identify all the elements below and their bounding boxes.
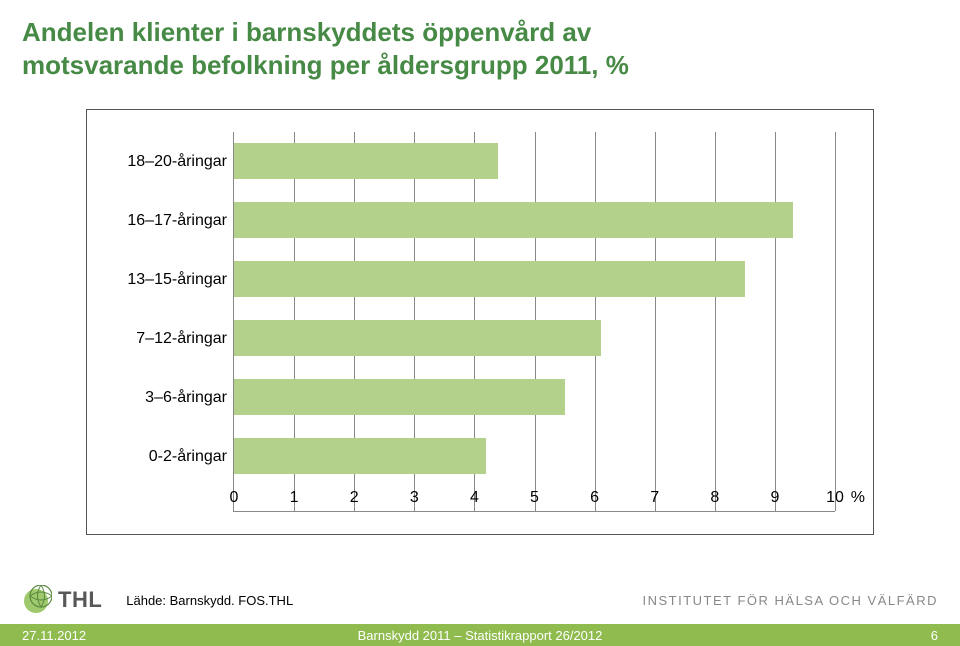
y-label: 18–20-åringar: [105, 144, 227, 180]
plot-area: 012345678910 %: [233, 132, 835, 512]
bar: [234, 320, 601, 356]
footer: THL Lähde: Barnskydd. FOS.THL INSTITUTET…: [0, 576, 960, 646]
x-tick: 7: [650, 485, 659, 511]
x-tick: 3: [410, 485, 419, 511]
y-label: 13–15-åringar: [105, 262, 227, 298]
bar: [234, 438, 486, 474]
x-tick: 9: [770, 485, 779, 511]
x-tick: 1: [290, 485, 299, 511]
source-label: Lähde: Barnskydd. FOS.THL: [126, 593, 293, 608]
chart-inner: 18–20-åringar 16–17-åringar 13–15-åringar 7…: [105, 132, 835, 512]
footer-page: 6: [931, 628, 938, 643]
chart-container: 18–20-åringar 16–17-åringar 13–15-åringar 7…: [86, 109, 874, 535]
x-axis: 012345678910: [234, 485, 835, 511]
y-axis-labels: 18–20-åringar 16–17-åringar 13–15-åringar 7…: [105, 132, 233, 486]
footer-bar: 27.11.2012 Barnskydd 2011 – Statistikrap…: [0, 624, 960, 646]
bars: [234, 132, 835, 485]
x-axis-unit: %: [851, 485, 865, 511]
globe-icon: [22, 585, 52, 615]
x-tick: 5: [530, 485, 539, 511]
bar: [234, 261, 745, 297]
y-label: 3–6-åringar: [105, 380, 227, 416]
y-label: 0-2-åringar: [105, 439, 227, 475]
footer-title: Barnskydd 2011 – Statistikrapport 26/201…: [358, 628, 603, 643]
thl-logo: THL: [22, 585, 102, 615]
gridline: [835, 132, 836, 511]
x-tick: 4: [470, 485, 479, 511]
x-tick: 8: [710, 485, 719, 511]
institute-label: INSTITUTET FÖR HÄLSA OCH VÄLFÄRD: [642, 593, 938, 608]
title-line-1: Andelen klienter i barnskyddets öppenvår…: [22, 17, 591, 47]
title-line-2: motsvarande befolkning per åldersgrupp 2…: [22, 50, 629, 80]
x-tick: 0: [230, 485, 239, 511]
x-tick: 10: [826, 485, 844, 511]
bar: [234, 202, 793, 238]
x-tick: 6: [590, 485, 599, 511]
footer-date: 27.11.2012: [22, 628, 86, 643]
footer-top: THL Lähde: Barnskydd. FOS.THL INSTITUTET…: [0, 576, 960, 624]
page-title: Andelen klienter i barnskyddets öppenvår…: [0, 0, 960, 81]
logo-text: THL: [58, 587, 102, 613]
x-tick: 2: [350, 485, 359, 511]
bar: [234, 143, 498, 179]
y-label: 7–12-åringar: [105, 321, 227, 357]
bar: [234, 379, 565, 415]
y-label: 16–17-åringar: [105, 203, 227, 239]
